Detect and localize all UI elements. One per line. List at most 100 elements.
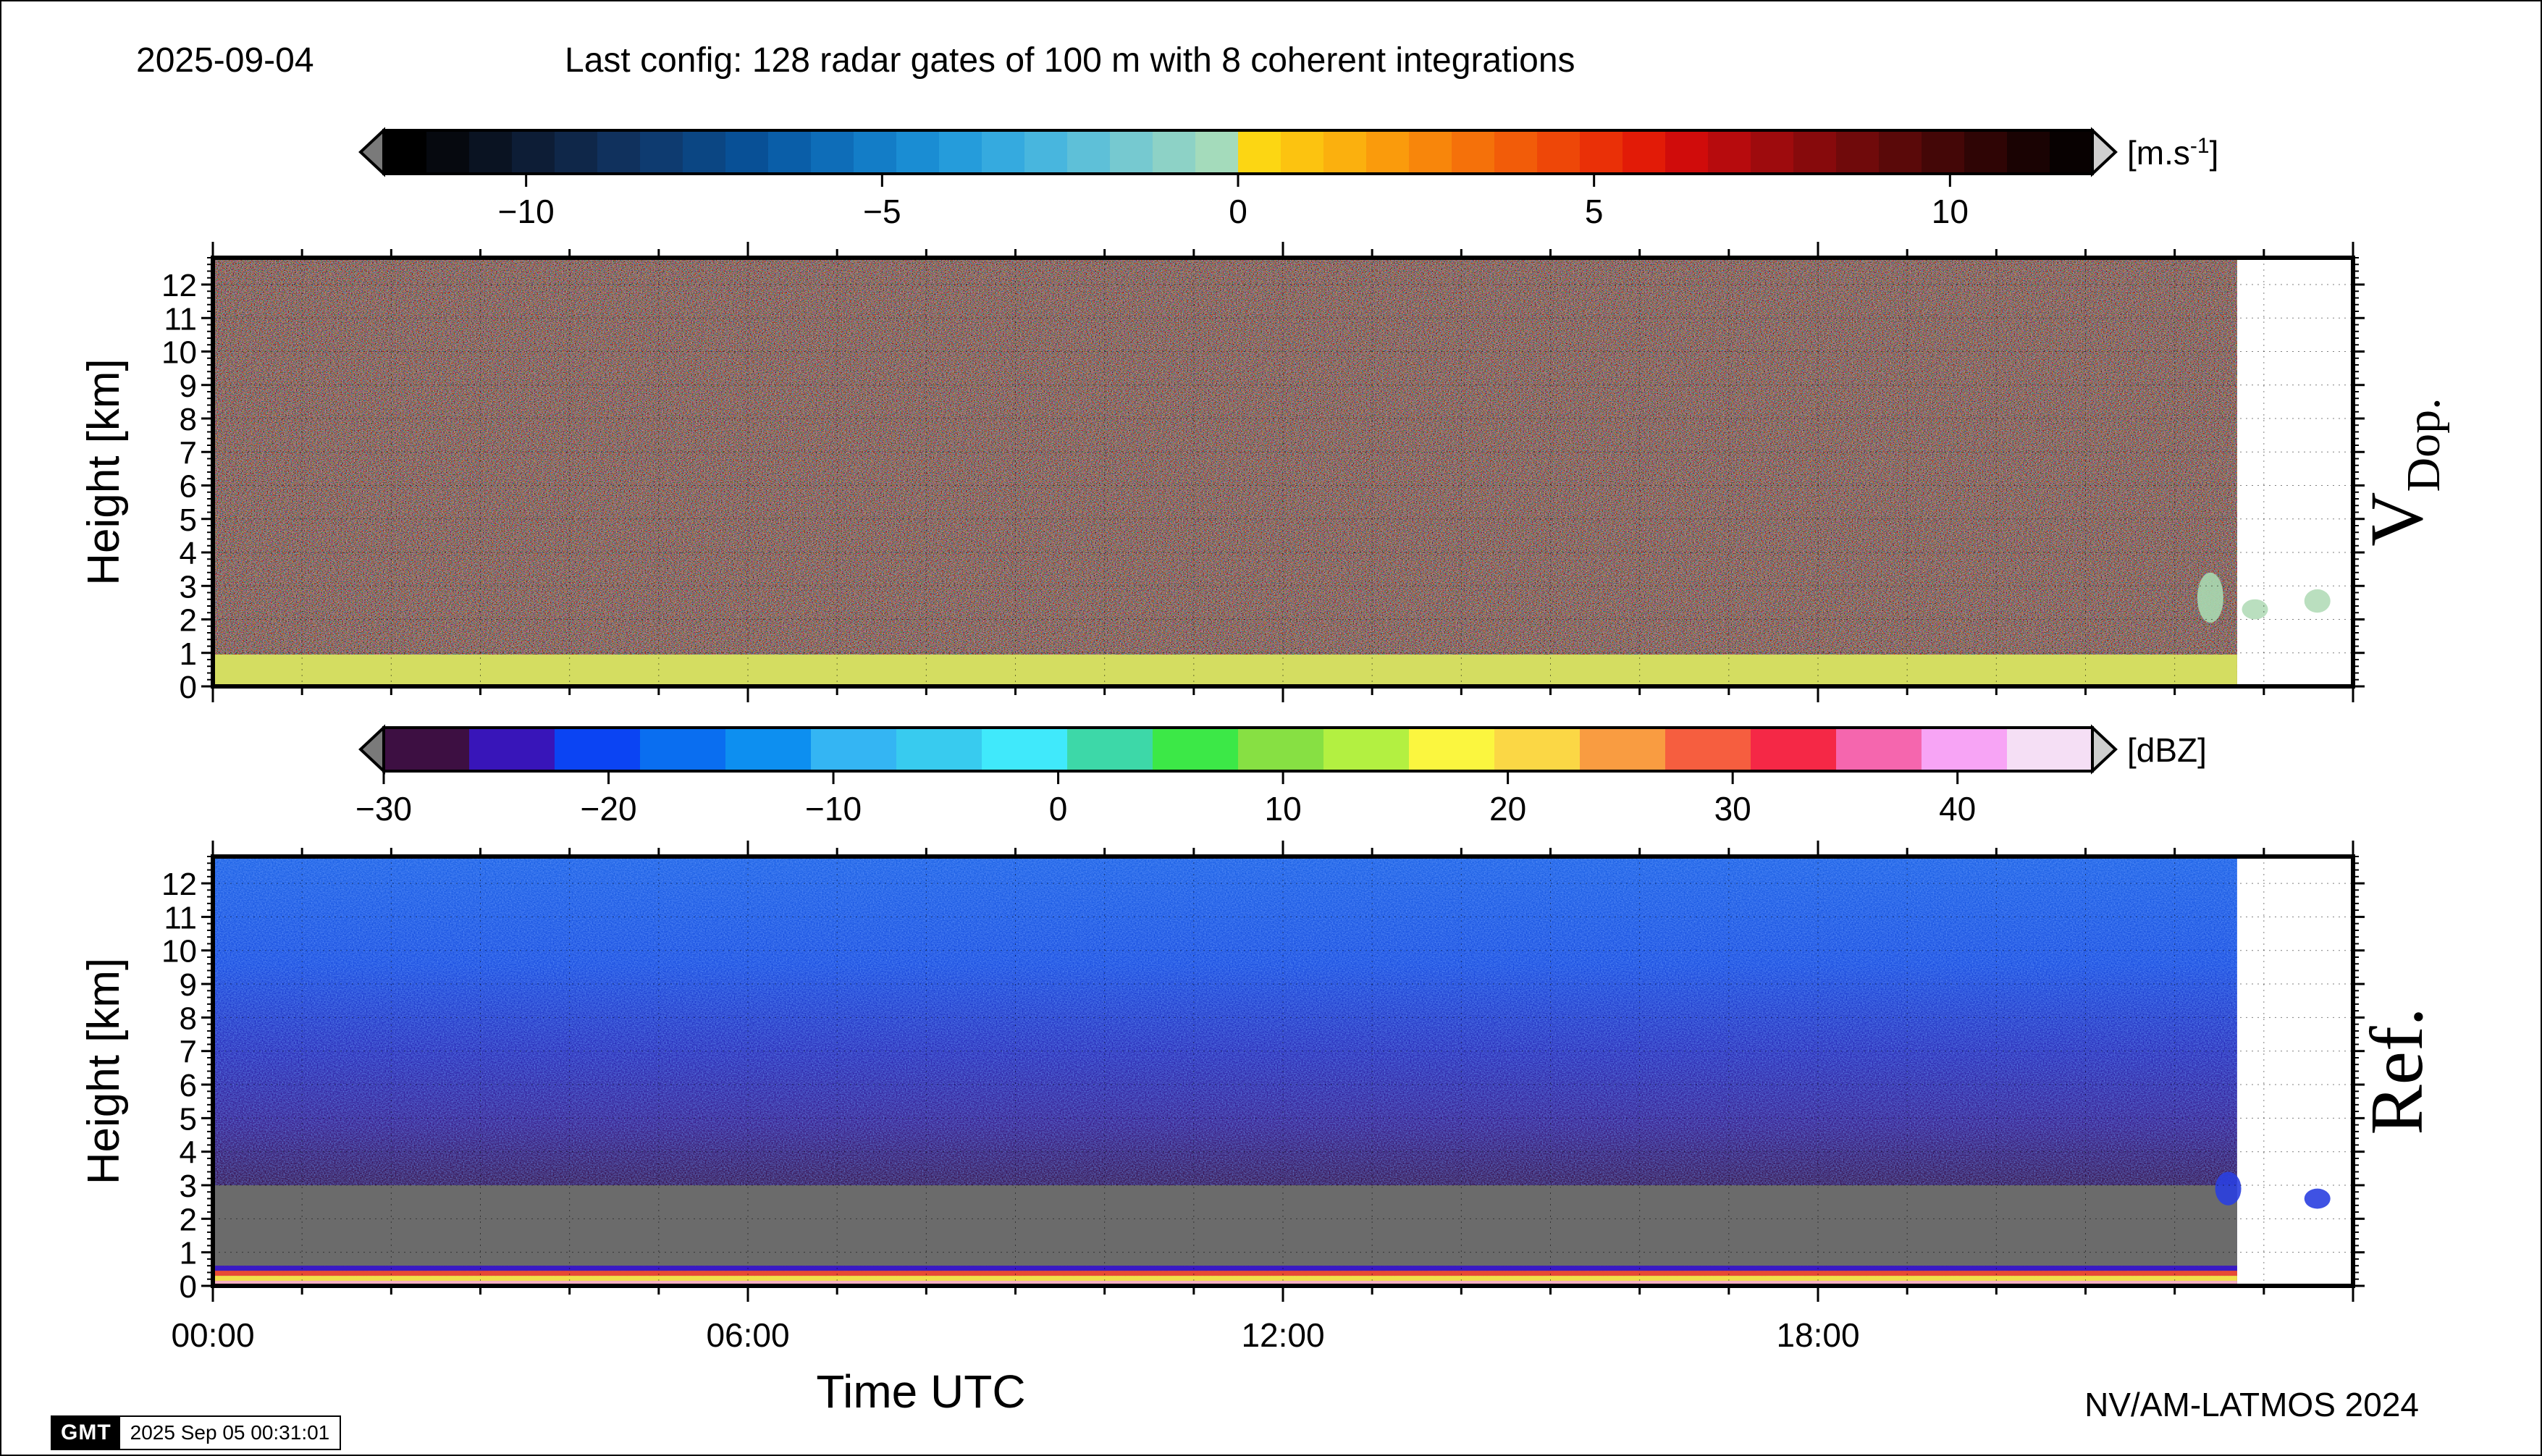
layer-near-surface-band-yellow bbox=[213, 1276, 2237, 1282]
y-tick-label: 0 bbox=[180, 670, 197, 705]
x-tick-label: 18:00 bbox=[1776, 1316, 1859, 1354]
y-tick-label: 6 bbox=[180, 469, 197, 505]
colorbar-cell bbox=[1751, 130, 1794, 174]
y-tick-label: 7 bbox=[180, 435, 197, 471]
colorbar-cell bbox=[1879, 130, 1922, 174]
colorbar-tick-label: 5 bbox=[1585, 193, 1604, 230]
panel-label: VDop. bbox=[2355, 397, 2450, 546]
colorbar-cell bbox=[1580, 130, 1623, 174]
colorbar-cell bbox=[1793, 130, 1837, 174]
colorbar-high-arrow bbox=[2091, 724, 2118, 775]
y-tick-label: 12 bbox=[161, 867, 197, 902]
colorbar-cell bbox=[1238, 728, 1324, 771]
colorbar-cell bbox=[1751, 728, 1837, 771]
x-tick-label: 06:00 bbox=[706, 1316, 789, 1354]
y-tick-label: 9 bbox=[180, 967, 197, 1003]
y-tick-label: 6 bbox=[180, 1068, 197, 1103]
colorbar-cell bbox=[1366, 130, 1410, 174]
y-tick-label: 5 bbox=[180, 502, 197, 538]
colorbar-tick-label: −30 bbox=[355, 790, 412, 828]
colorbar-cell bbox=[512, 130, 555, 174]
y-tick-label: 8 bbox=[180, 1001, 197, 1036]
colorbar-cell bbox=[1195, 130, 1239, 174]
colorbar-cell bbox=[1409, 728, 1495, 771]
colorbar-tick-label: 10 bbox=[1265, 790, 1302, 828]
colorbar-unit: [dBZ] bbox=[2127, 731, 2207, 769]
colorbar-high-arrow bbox=[2091, 127, 2118, 177]
colorbar-cell bbox=[1153, 728, 1239, 771]
colorbar-cell bbox=[939, 130, 982, 174]
colorbar-cell bbox=[597, 130, 641, 174]
colorbar-cell bbox=[811, 130, 854, 174]
colorbar-cell bbox=[555, 728, 641, 771]
colorbar-tick-label: 0 bbox=[1229, 193, 1247, 230]
layer-near-surface-band-pink bbox=[213, 1281, 2237, 1286]
colorbar-tick-label: −10 bbox=[805, 790, 862, 828]
colorbar-tick-label: −5 bbox=[863, 193, 901, 230]
panel-noise bbox=[213, 258, 2237, 686]
x-tick-label: 00:00 bbox=[171, 1316, 254, 1354]
y-axis-label: Height [km] bbox=[79, 958, 129, 1185]
colorbar-cell bbox=[1580, 728, 1666, 771]
gmt-logo-icon: GMT bbox=[52, 1417, 120, 1449]
colorbar-cell bbox=[1409, 130, 1452, 174]
colorbar-tick-label: 30 bbox=[1714, 790, 1751, 828]
colorbar-cell bbox=[1494, 130, 1538, 174]
y-tick-label: 11 bbox=[164, 301, 197, 337]
colorbar-cell bbox=[1922, 728, 2008, 771]
colorbar-cell bbox=[1964, 130, 2008, 174]
colorbar-cell bbox=[426, 130, 470, 174]
y-tick-label: 7 bbox=[180, 1035, 197, 1070]
colorbar-cell bbox=[982, 728, 1068, 771]
colorbar-cell bbox=[683, 130, 726, 174]
colorbar-cell bbox=[982, 130, 1025, 174]
y-tick-label: 2 bbox=[180, 603, 197, 639]
gmt-timestamp: 2025 Sep 05 00:31:01 bbox=[130, 1421, 330, 1444]
colorbar-cell bbox=[1323, 130, 1367, 174]
y-tick-label: 1 bbox=[180, 636, 197, 672]
colorbar-cell bbox=[1494, 728, 1581, 771]
colorbar-tick-label: 10 bbox=[1932, 193, 1969, 230]
colorbar-cell bbox=[1623, 130, 1666, 174]
y-axis-label: Height [km] bbox=[79, 358, 129, 586]
colorbar-tick-label: 0 bbox=[1049, 790, 1068, 828]
colorbar-low-arrow bbox=[358, 724, 385, 775]
y-tick-label: 8 bbox=[180, 402, 197, 437]
y-tick-label: 3 bbox=[180, 569, 197, 605]
y-tick-label: 4 bbox=[180, 536, 197, 571]
colorbar-cell bbox=[854, 130, 897, 174]
colorbar-cell bbox=[1024, 130, 1068, 174]
date-label: 2025-09-04 bbox=[136, 41, 314, 80]
colorbar-cell bbox=[1836, 130, 1880, 174]
y-tick-label: 10 bbox=[161, 335, 197, 371]
colorbar-cell bbox=[555, 130, 598, 174]
colorbar-cell bbox=[1922, 130, 1965, 174]
echo-feature bbox=[2304, 1188, 2331, 1209]
colorbars: −10 −5 0 5 10 [m.s-1] −30 −20 −10 0 10 20 30 40 [dBZ] bbox=[355, 127, 2218, 828]
colorbar-cell bbox=[1323, 728, 1410, 771]
colorbar-frame bbox=[382, 726, 2094, 773]
colorbar-cell bbox=[1067, 728, 1153, 771]
colorbar-cell bbox=[2007, 728, 2093, 771]
colorbar-cell bbox=[896, 728, 982, 771]
colorbar-cell bbox=[2007, 130, 2050, 174]
colorbar-cell bbox=[768, 130, 812, 174]
colorbar-cell bbox=[640, 728, 726, 771]
echo-feature bbox=[2197, 572, 2223, 623]
y-tick-label: 9 bbox=[180, 369, 197, 404]
colorbar-cell bbox=[469, 130, 513, 174]
y-tick-label: 11 bbox=[164, 900, 197, 935]
colorbar-cell bbox=[1836, 728, 1922, 771]
echo-feature bbox=[2215, 1171, 2242, 1205]
y-tick-label: 0 bbox=[180, 1269, 197, 1305]
colorbar-cell bbox=[640, 130, 683, 174]
colorbar-cell bbox=[469, 728, 555, 771]
colorbar-cell bbox=[1665, 728, 1751, 771]
x-axis-label: Time UTC bbox=[816, 1365, 1025, 1418]
echo-feature bbox=[2304, 589, 2331, 613]
colorbar-cell bbox=[1708, 130, 1751, 174]
colorbar-cell bbox=[896, 130, 940, 174]
